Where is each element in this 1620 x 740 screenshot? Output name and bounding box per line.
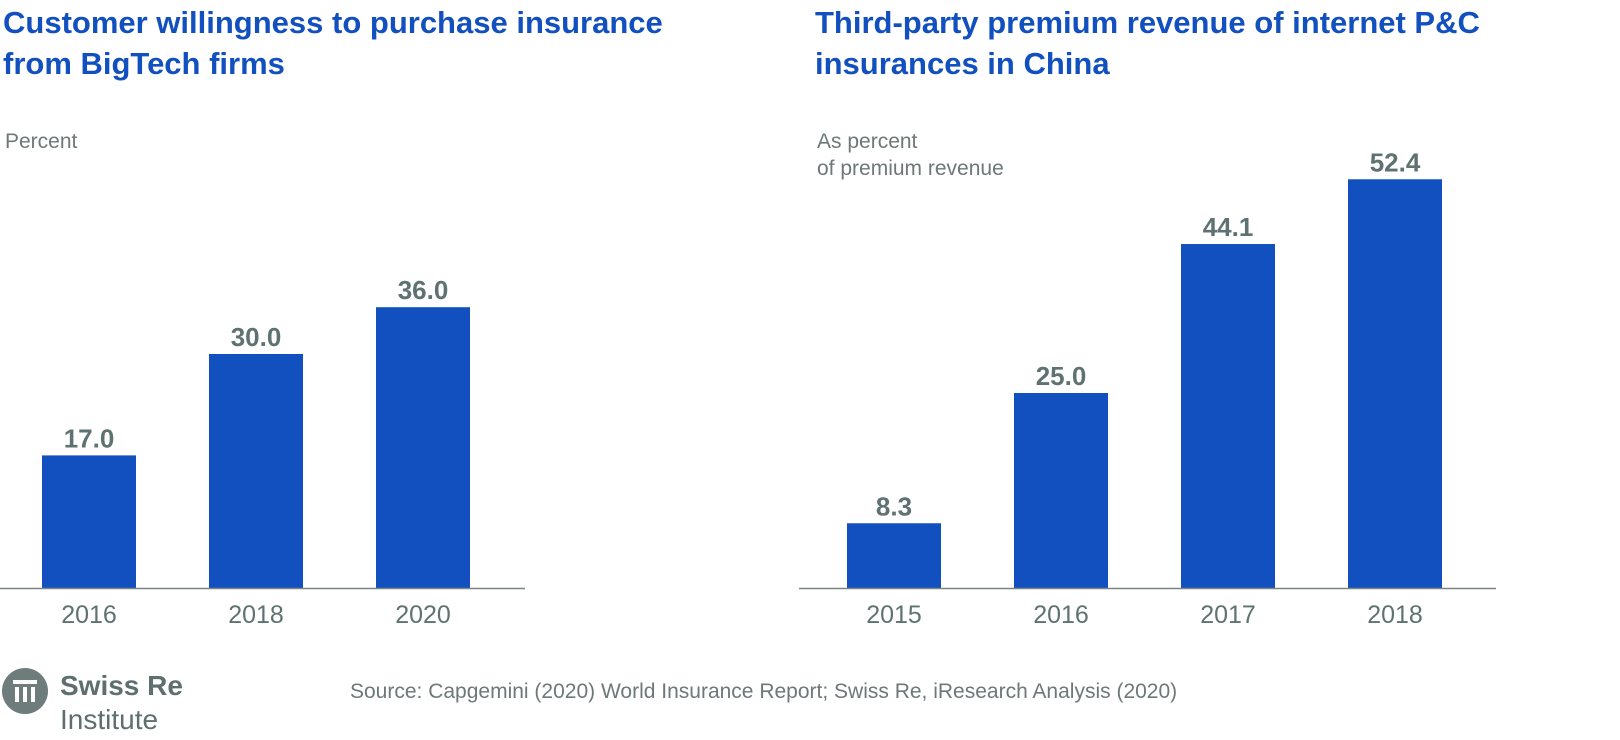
chart-2-x-tick-2017: 2017 <box>1200 601 1256 629</box>
chart-1-title: Customer willingness to purchase insuran… <box>3 5 663 81</box>
chart-2-data-label-2017: 44.1 <box>1203 212 1254 242</box>
chart-1-data-label-2020: 36.0 <box>398 275 449 305</box>
chart-1-x-tick-2016: 2016 <box>61 601 117 629</box>
chart-2-title: Third-party premium revenue of internet … <box>815 5 1480 81</box>
chart-2-bar-2017 <box>1181 244 1275 588</box>
chart-1-x-tick-2018: 2018 <box>228 601 284 629</box>
chart-1-x-tick-2020: 2020 <box>395 601 451 629</box>
logo-name: Swiss Re <box>60 670 183 701</box>
source-note: Source: Capgemini (2020) World Insurance… <box>350 680 1178 703</box>
swiss-re-institute-logo: Swiss Re Institute <box>0 666 220 740</box>
chart-2-x-tick-2018: 2018 <box>1367 601 1423 629</box>
chart-1-bar-2016 <box>42 455 136 588</box>
chart-1-data-label-2018: 30.0 <box>231 322 282 352</box>
chart-2-bar-2015 <box>847 523 941 588</box>
chart-1-data-label-2016: 17.0 <box>64 423 115 453</box>
chart-2-data-label-2016: 25.0 <box>1036 361 1087 391</box>
chart-1-bar-2020 <box>376 307 470 588</box>
chart-2-y-unit-label: As percent of premium revenue <box>817 130 1004 180</box>
charts-canvas: 17.0 2016 30.0 2018 36.0 2020 8.3 2015 25.0 2016 4… <box>0 147 1496 629</box>
chart-2-x-tick-2015: 2015 <box>866 601 922 629</box>
chart-2-data-label-2018: 52.4 <box>1370 147 1421 177</box>
chart-2-bar-2018 <box>1348 179 1442 588</box>
chart-1-bar-2018 <box>209 354 303 588</box>
chart-2-x-tick-2016: 2016 <box>1033 601 1089 629</box>
logo-sub: Institute <box>60 704 159 735</box>
chart-2-bar-2016 <box>1014 393 1108 588</box>
chart-1-y-unit-label: Percent <box>5 130 78 153</box>
swiss-re-pillar-icon <box>2 668 48 714</box>
chart-2-data-label-2015: 8.3 <box>876 491 912 521</box>
